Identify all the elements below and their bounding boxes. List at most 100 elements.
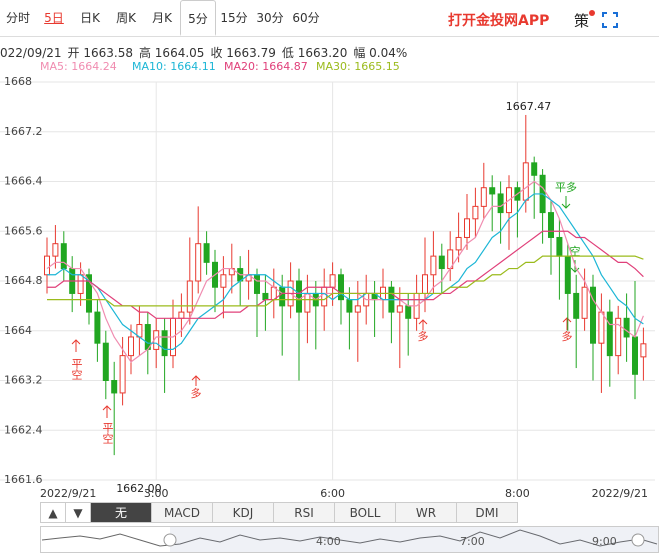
y-tick-label: 1662.4 xyxy=(4,423,43,436)
candle-body xyxy=(220,274,227,288)
candle-body xyxy=(262,292,269,301)
y-tick-label: 1664.8 xyxy=(4,274,43,287)
candle-body xyxy=(329,274,336,288)
indicator-tab[interactable]: MACD xyxy=(151,502,213,523)
period-tab[interactable]: 日K xyxy=(80,11,100,25)
period-tab[interactable]: 30分 xyxy=(256,11,284,25)
legend-entry: MA5: 1664.24 xyxy=(40,60,117,73)
period-tab[interactable]: 分时 xyxy=(5,11,30,25)
info-field: 低 1663.20 xyxy=(281,46,348,60)
candle-body xyxy=(338,274,344,301)
candle-body xyxy=(296,280,302,313)
candle-body xyxy=(254,274,260,294)
info-field: 收 1663.79 xyxy=(210,46,276,60)
candle-body xyxy=(195,243,202,282)
candle-body xyxy=(279,286,286,307)
navigator: 4:00 7:00 9:00 xyxy=(40,526,659,553)
candle-body xyxy=(581,286,588,319)
candle-body xyxy=(472,205,479,220)
annotation: 平多 xyxy=(555,180,577,194)
annotation: 多 xyxy=(418,329,429,343)
candle-body xyxy=(304,292,311,313)
y-tick-label: 1661.6 xyxy=(4,473,43,486)
x-tick-label: 2022/9/21 xyxy=(40,487,96,500)
y-tick-label: 1665.6 xyxy=(4,224,43,237)
candle-body xyxy=(102,342,109,381)
period-tab[interactable]: 5分 xyxy=(180,0,216,36)
fullscreen-icon[interactable] xyxy=(600,10,630,30)
ma-line xyxy=(47,230,644,319)
candle-body xyxy=(52,243,59,257)
candle-body xyxy=(430,255,437,276)
candle-body xyxy=(522,162,529,201)
candle-body xyxy=(94,311,101,344)
y-tick-label: 1663.2 xyxy=(4,374,43,387)
x-tick-label: 2022/9/21 xyxy=(592,487,648,500)
red-dot xyxy=(589,10,595,16)
indicator-tab[interactable]: KDJ xyxy=(212,502,274,523)
candle-body xyxy=(111,380,118,394)
navigator-label: 7:00 xyxy=(460,535,485,548)
candle-body xyxy=(606,311,613,357)
x-tick-label: 6:00 xyxy=(320,487,345,500)
candle-body xyxy=(203,243,210,263)
navigator-label: 9:00 xyxy=(592,535,617,548)
candle-body xyxy=(346,299,353,313)
candle-body xyxy=(405,305,412,319)
candle-body xyxy=(422,274,428,294)
app-link[interactable]: 打开金投网APP xyxy=(448,13,550,29)
x-tick-label: 3:00 xyxy=(144,487,169,500)
y-tick-label: 1668 xyxy=(4,75,32,88)
y-tick-label: 1664 xyxy=(4,324,32,337)
navigator-frame xyxy=(40,526,659,553)
period-tab[interactable]: 5日 xyxy=(44,11,64,25)
annotation: 多 xyxy=(191,386,202,400)
indicator-tab[interactable]: WR xyxy=(395,502,457,523)
period-tabs: 分时 5日 日K 周K 月K 5分 15分 30分 60分 xyxy=(0,0,659,37)
navigator-handle[interactable] xyxy=(163,533,177,547)
candle-body xyxy=(623,317,630,338)
candle-body xyxy=(590,286,596,344)
ohlc-info: 022/09/21 开 1663.58 高 1664.05 收 1663.79 低 16… xyxy=(0,44,413,61)
period-tab[interactable]: 60分 xyxy=(292,11,320,25)
x-tick-label: 8:00 xyxy=(505,487,530,500)
candle-body xyxy=(77,274,84,294)
candle-body xyxy=(119,355,126,394)
info-field: 022/09/21 xyxy=(0,46,62,60)
scroll-down[interactable]: ▼ xyxy=(65,502,91,523)
period-tab[interactable]: 15分 xyxy=(220,11,248,25)
candle-body xyxy=(480,187,487,207)
indicator-tab[interactable]: RSI xyxy=(273,502,335,523)
period-tab[interactable]: 月K xyxy=(152,11,172,25)
candle-body xyxy=(144,324,151,350)
annotation: 平空 xyxy=(101,422,114,444)
candle-body xyxy=(86,274,92,313)
candle-body xyxy=(354,305,361,313)
candle-body xyxy=(396,305,403,313)
low-label: 1662.00 xyxy=(116,482,162,495)
scroll-up[interactable]: ▲ xyxy=(40,502,66,523)
candle-body xyxy=(615,317,622,357)
navigator-window[interactable] xyxy=(170,527,658,552)
indicator-tab[interactable]: DMI xyxy=(456,502,518,523)
candle-body xyxy=(128,336,134,357)
legend-entry: MA20: 1664.87 xyxy=(224,60,308,73)
legend-entry: MA30: 1665.15 xyxy=(316,60,400,73)
candle-body xyxy=(455,236,462,251)
candle-body xyxy=(161,330,168,357)
annotation: 平空 xyxy=(70,358,83,380)
indicator-tab[interactable]: 无 xyxy=(90,502,152,523)
period-tab[interactable]: 周K xyxy=(116,11,136,25)
indicator-tab[interactable]: BOLL xyxy=(334,502,396,523)
navigator-handle[interactable] xyxy=(631,533,645,547)
info-field: 开 1663.58 xyxy=(67,46,133,60)
candle-body xyxy=(438,255,445,270)
strategy-button[interactable]: 策 xyxy=(574,12,590,30)
chart: 平空 平空 多 多 平多 空 多 MA5: 1664.24 MA10: 1664.… xyxy=(0,60,655,500)
candle-body xyxy=(60,243,67,270)
annotation-arrows xyxy=(561,196,580,273)
candle-body xyxy=(548,212,554,238)
ma-line xyxy=(47,193,644,351)
navigator-label: 4:00 xyxy=(316,535,341,548)
